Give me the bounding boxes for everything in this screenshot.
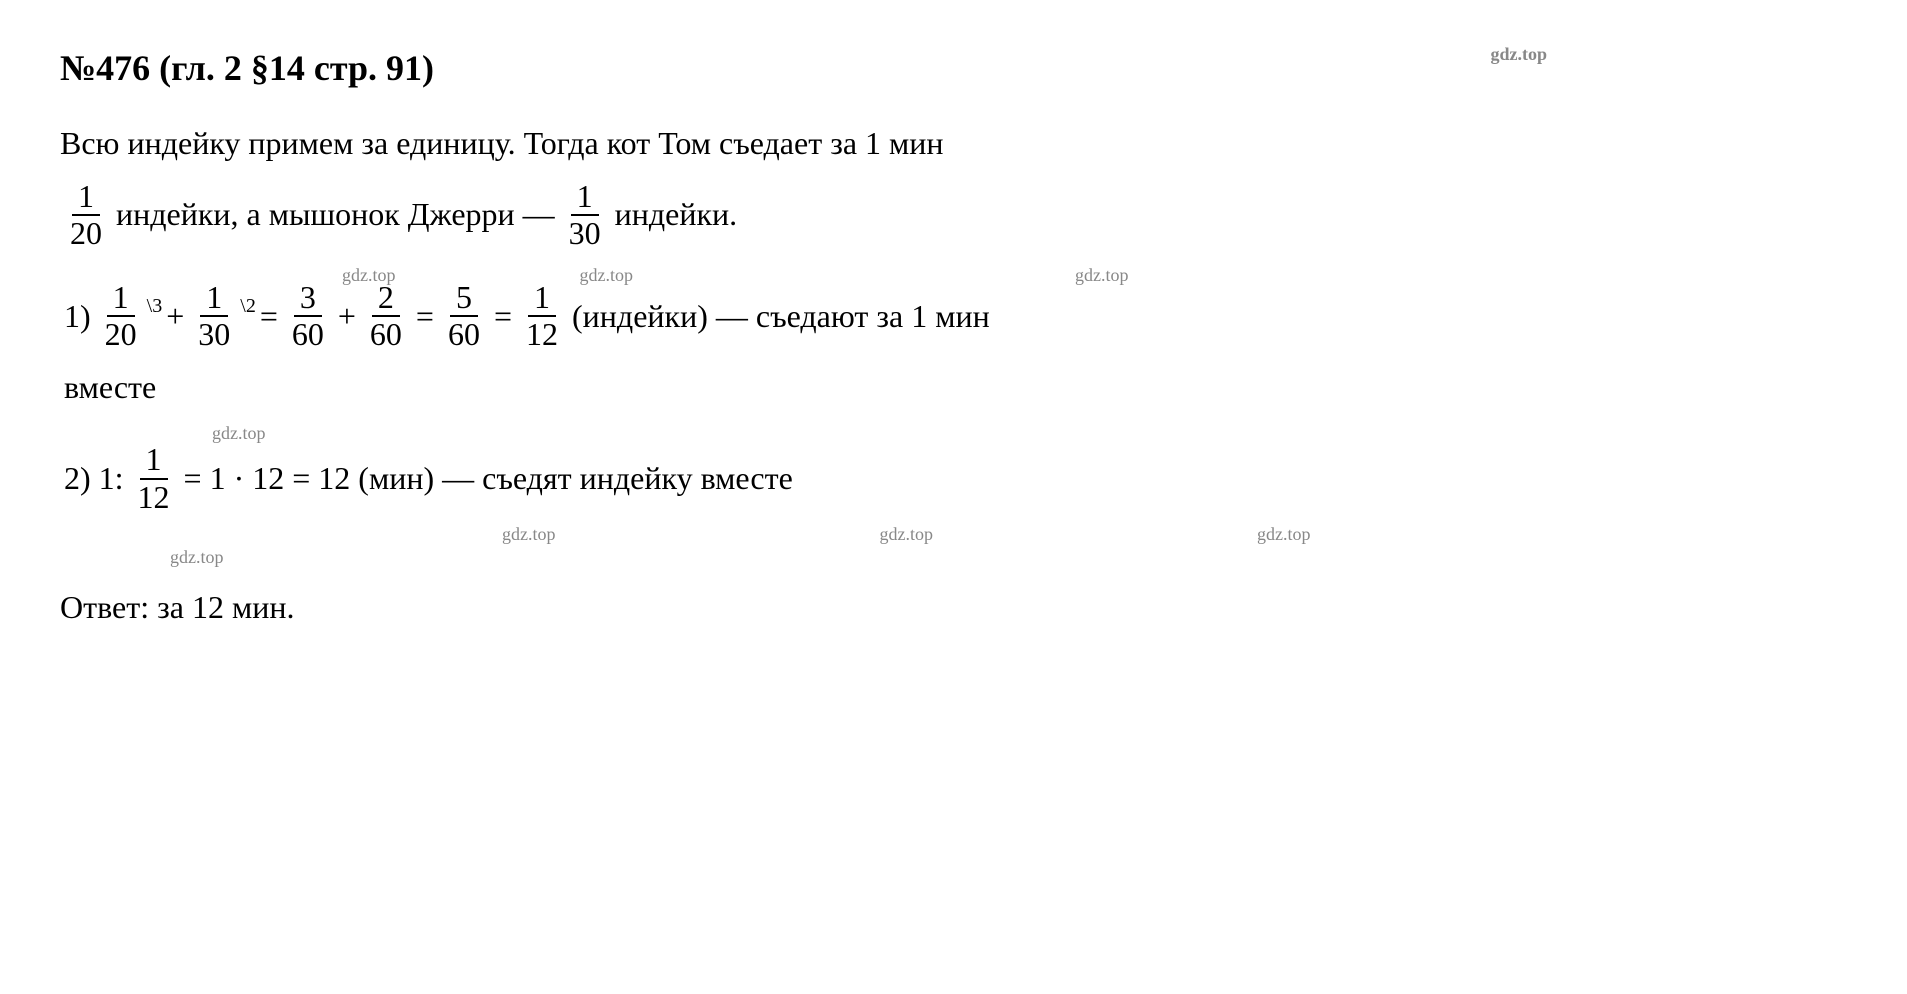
- denominator: 12: [520, 317, 564, 352]
- numerator: 1: [571, 179, 599, 216]
- watermark: gdz.top: [212, 419, 266, 448]
- watermark: gdz.top: [580, 261, 634, 290]
- plus: +: [166, 291, 184, 342]
- plus: +: [338, 291, 356, 342]
- fraction: 1 20: [99, 280, 143, 352]
- fraction: 1 12: [132, 442, 176, 514]
- numerator: 1: [107, 280, 135, 317]
- equals: =: [416, 291, 434, 342]
- numerator: 1: [200, 280, 228, 317]
- step2-rest: = 1 · 12 = 12 (мин) — съедят индейку вме…: [184, 453, 793, 504]
- fraction: 1 30: [192, 280, 236, 352]
- numerator: 2: [372, 280, 400, 317]
- numerator: 1: [140, 442, 168, 479]
- watermark: gdz.top: [1490, 40, 1547, 69]
- watermark: gdz.top: [502, 520, 556, 549]
- text-mid: индейки, а мышонок Джерри —: [116, 189, 555, 240]
- step1-label: 1): [64, 291, 91, 342]
- watermark: gdz.top: [880, 520, 934, 549]
- watermark-row: gdz.top: [260, 543, 1847, 572]
- numerator: 1: [72, 179, 100, 216]
- numerator: 5: [450, 280, 478, 317]
- numerator: 1: [528, 280, 556, 317]
- step-1: 1) 1 20 \3 + 1 30 \2 = 3 60 + 2 60 = 5 6…: [60, 280, 1847, 352]
- fraction-1-20: 1 20: [64, 179, 108, 251]
- denominator: 30: [563, 216, 607, 251]
- problem-title: №476 (гл. 2 §14 стр. 91) gdz.top: [60, 40, 1847, 98]
- step-1-cont: вместе: [60, 362, 1847, 413]
- answer-text: Ответ: за 12 мин.: [60, 582, 294, 633]
- fraction: 1 12: [520, 280, 564, 352]
- watermark: gdz.top: [1075, 261, 1129, 290]
- step2-label: 2) 1:: [64, 453, 124, 504]
- watermark: gdz.top: [170, 543, 224, 572]
- denominator: 20: [64, 216, 108, 251]
- text-end: индейки.: [615, 189, 738, 240]
- denominator: 60: [286, 317, 330, 352]
- denominator: 20: [99, 317, 143, 352]
- superscript: \3: [147, 290, 163, 322]
- fraction: 2 60: [364, 280, 408, 352]
- denominator: 60: [364, 317, 408, 352]
- numerator: 3: [294, 280, 322, 317]
- intro-line: Всю индейку примем за единицу. Тогда кот…: [60, 118, 1847, 169]
- denominator: 30: [192, 317, 236, 352]
- fraction: 5 60: [442, 280, 486, 352]
- watermark: gdz.top: [1257, 520, 1311, 549]
- denominator: 60: [442, 317, 486, 352]
- intro-text: Всю индейку примем за единицу. Тогда кот…: [60, 118, 944, 169]
- title-text: №476 (гл. 2 §14 стр. 91): [60, 48, 434, 88]
- equals: =: [260, 291, 278, 342]
- fraction-1-30: 1 30: [563, 179, 607, 251]
- equals: =: [494, 291, 512, 342]
- superscript: \2: [240, 290, 256, 322]
- step1-end: (индейки) — съедают за 1 мин: [572, 291, 990, 342]
- denominator: 12: [132, 480, 176, 515]
- fraction: 3 60: [286, 280, 330, 352]
- line-2: 1 20 индейки, а мышонок Джерри — 1 30 ин…: [60, 179, 1847, 251]
- step1-line2: вместе: [64, 362, 156, 413]
- step-2: 2) 1: 1 12 = 1 · 12 = 12 (мин) — съедят …: [60, 442, 1847, 514]
- answer-line: Ответ: за 12 мин.: [60, 582, 1847, 633]
